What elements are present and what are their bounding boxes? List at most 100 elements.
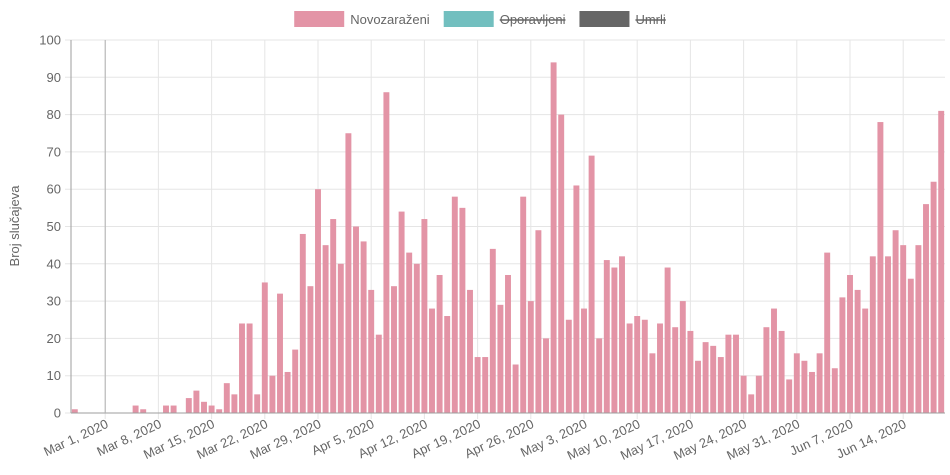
bar[interactable] <box>345 133 352 413</box>
bar[interactable] <box>786 379 793 413</box>
bar[interactable] <box>360 241 367 413</box>
bar[interactable] <box>657 323 663 413</box>
bar[interactable] <box>353 226 359 414</box>
bar[interactable] <box>429 308 435 413</box>
bar[interactable] <box>847 274 853 413</box>
bar[interactable] <box>664 267 671 413</box>
bar[interactable] <box>619 256 625 413</box>
bar[interactable] <box>277 293 283 413</box>
bar[interactable] <box>733 334 739 413</box>
bar[interactable] <box>892 230 899 413</box>
bar[interactable] <box>284 371 291 413</box>
bar[interactable] <box>793 353 800 413</box>
bar[interactable] <box>383 92 390 413</box>
bar[interactable] <box>816 353 823 413</box>
bar[interactable] <box>907 278 914 413</box>
bar[interactable] <box>505 274 511 413</box>
bar[interactable] <box>330 219 337 413</box>
legend-item[interactable]: Umrli <box>579 11 666 27</box>
bar[interactable] <box>535 230 542 413</box>
bar[interactable] <box>512 364 519 413</box>
bar[interactable] <box>239 323 245 413</box>
bar[interactable] <box>261 282 268 413</box>
bar[interactable] <box>451 196 458 413</box>
bar[interactable] <box>938 110 945 414</box>
bar[interactable] <box>900 245 907 413</box>
bar[interactable] <box>869 256 876 413</box>
bar[interactable] <box>520 196 527 413</box>
bar[interactable] <box>216 409 223 413</box>
bar[interactable] <box>132 405 139 413</box>
bar[interactable] <box>322 245 329 413</box>
legend-item[interactable]: Novozaraženi <box>294 11 430 27</box>
bar[interactable] <box>337 263 344 413</box>
bar[interactable] <box>831 368 838 413</box>
bar[interactable] <box>839 297 846 413</box>
bar[interactable] <box>862 308 869 413</box>
bar[interactable] <box>163 405 169 413</box>
bar[interactable] <box>307 286 314 413</box>
bar[interactable] <box>588 155 595 413</box>
bar[interactable] <box>315 189 321 413</box>
bar[interactable] <box>497 304 504 413</box>
bar[interactable] <box>527 301 534 413</box>
bar[interactable] <box>778 330 785 413</box>
bar[interactable] <box>748 394 755 413</box>
bar[interactable] <box>391 286 397 413</box>
bar[interactable] <box>170 405 177 413</box>
bar[interactable] <box>550 62 557 413</box>
bar[interactable] <box>140 409 147 413</box>
bar[interactable] <box>725 334 732 413</box>
bar[interactable] <box>771 308 777 413</box>
bar[interactable] <box>299 233 306 413</box>
bar[interactable] <box>201 401 207 413</box>
bar[interactable] <box>702 342 709 413</box>
bar[interactable] <box>444 316 451 413</box>
bar[interactable] <box>687 330 694 413</box>
bar[interactable] <box>246 323 253 413</box>
bar[interactable] <box>596 338 603 413</box>
bar[interactable] <box>558 114 565 413</box>
bar[interactable] <box>421 219 428 413</box>
bar[interactable] <box>581 308 587 413</box>
bar[interactable] <box>71 409 78 413</box>
bar[interactable] <box>223 383 230 413</box>
bar[interactable] <box>543 338 549 413</box>
bar[interactable] <box>482 357 489 413</box>
bar[interactable] <box>436 274 443 413</box>
bar[interactable] <box>368 289 375 413</box>
bar[interactable] <box>679 301 686 413</box>
bar[interactable] <box>489 248 496 413</box>
bar[interactable] <box>467 289 473 413</box>
bar[interactable] <box>634 316 641 413</box>
bar[interactable] <box>626 323 633 413</box>
bar[interactable] <box>740 375 747 413</box>
bar[interactable] <box>185 398 192 413</box>
bar[interactable] <box>269 375 276 413</box>
bar[interactable] <box>375 334 382 413</box>
bar[interactable] <box>809 371 815 413</box>
bar[interactable] <box>649 353 656 413</box>
bar[interactable] <box>193 390 200 413</box>
bar[interactable] <box>710 345 717 413</box>
bar[interactable] <box>573 185 580 413</box>
bar[interactable] <box>413 263 420 413</box>
bar[interactable] <box>801 360 808 413</box>
bar[interactable] <box>254 394 261 413</box>
bar[interactable] <box>603 260 610 413</box>
bar[interactable] <box>231 394 238 413</box>
bar[interactable] <box>755 375 762 413</box>
bar[interactable] <box>672 327 679 413</box>
bar[interactable] <box>641 319 648 413</box>
bar[interactable] <box>459 207 466 413</box>
bar[interactable] <box>824 252 831 413</box>
bar[interactable] <box>292 349 299 413</box>
bar[interactable] <box>474 357 481 413</box>
bar[interactable] <box>915 245 922 413</box>
legend-item[interactable]: Oporavljeni <box>443 11 566 27</box>
bar[interactable] <box>763 327 770 413</box>
bar[interactable] <box>208 405 215 413</box>
bar[interactable] <box>885 256 891 413</box>
bar[interactable] <box>398 211 405 413</box>
bar[interactable] <box>695 360 701 413</box>
